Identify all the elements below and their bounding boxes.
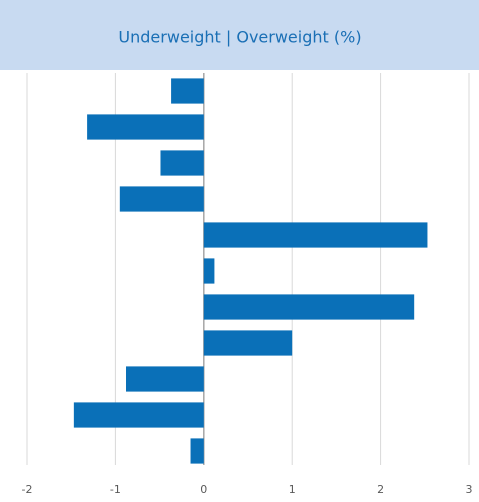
bar	[73, 402, 204, 428]
bar	[171, 78, 204, 104]
x-tick-label: -2	[22, 483, 33, 496]
x-tick-label: 1	[289, 483, 296, 496]
bar	[126, 366, 204, 392]
bar	[203, 222, 428, 248]
bar	[87, 114, 204, 140]
x-tick-label: 3	[466, 483, 473, 496]
x-tick-label: 0	[200, 483, 207, 496]
bar	[190, 438, 204, 464]
x-tick-label: 2	[377, 483, 384, 496]
bar	[203, 294, 415, 320]
header-band	[0, 0, 479, 70]
bar	[119, 186, 204, 212]
bar	[203, 330, 293, 356]
bar	[203, 258, 215, 284]
chart-title: Underweight | Overweight (%)	[118, 28, 361, 47]
bar	[160, 150, 204, 176]
x-tick-label: -1	[110, 483, 121, 496]
